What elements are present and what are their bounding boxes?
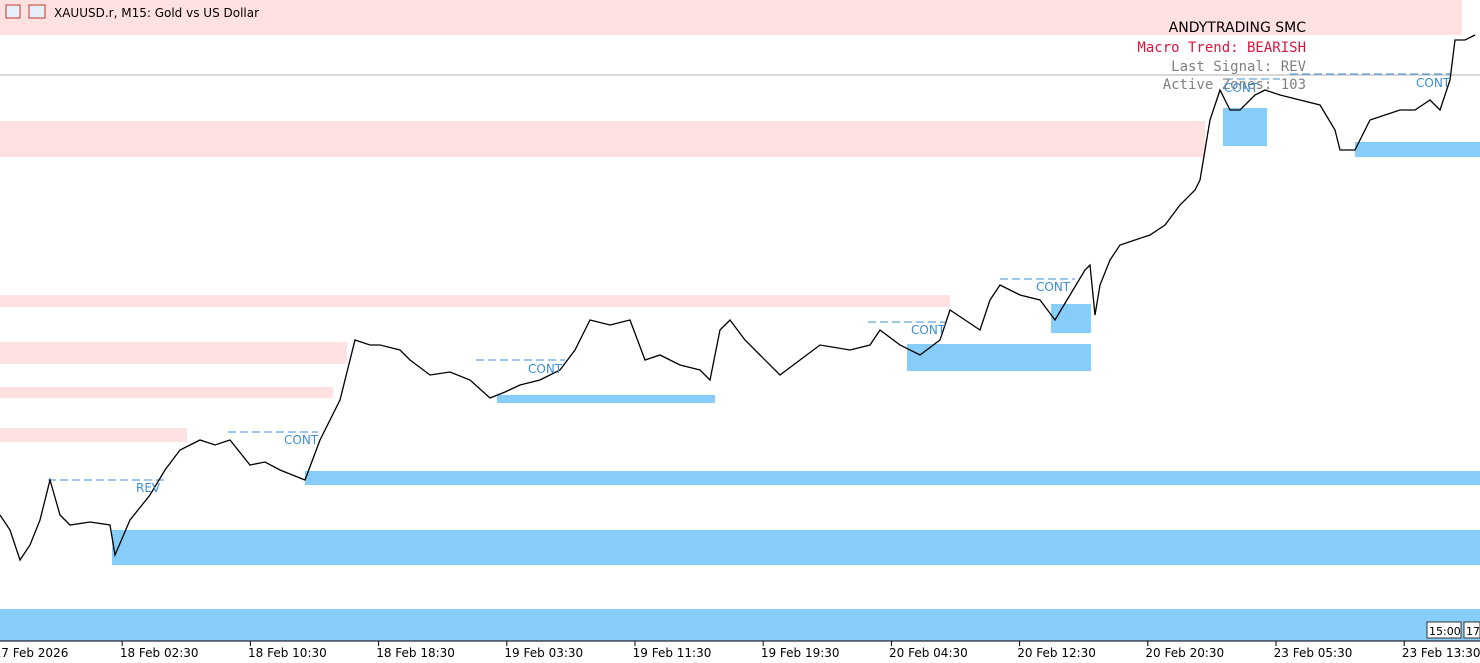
zone-label: CONT [1036, 280, 1071, 294]
corner-box [1426, 621, 1462, 639]
time-label: 20 Feb 20:30 [1145, 646, 1224, 660]
demand-zone [1355, 142, 1480, 157]
time-label: 19 Feb 19:30 [761, 646, 840, 660]
time-label: 19 Feb 03:30 [504, 646, 583, 660]
supply-zone [0, 0, 1462, 35]
demand-zone [1223, 108, 1267, 146]
demand-zone [0, 609, 1480, 641]
demand-zone [1051, 304, 1091, 333]
symbol-label: XAUUSD.r, M15: Gold vs US Dollar [54, 6, 259, 20]
supply-zone [0, 121, 1205, 157]
time-label: 18 Feb 02:30 [120, 646, 199, 660]
time-label: 23 Feb 13:30 [1402, 646, 1480, 660]
panel-title: ANDYTRADING SMC [1169, 20, 1307, 36]
zone-label: CONT [1416, 76, 1451, 90]
structure-lines [48, 73, 1450, 481]
price-path [0, 34, 1476, 562]
demand-zone [112, 530, 1480, 565]
zone-label: CONT [911, 323, 946, 337]
supply-zone [0, 428, 187, 442]
chart-icon[interactable] [28, 4, 46, 19]
zone-label: REV [136, 481, 161, 495]
time-label: 19 Feb 11:30 [633, 646, 712, 660]
supply-zone [0, 295, 950, 307]
macro-trend: Macro Trend: BEARISH [1137, 40, 1306, 56]
active-zones: Active Zones: 103 [1163, 77, 1306, 93]
time-label: 20 Feb 04:30 [889, 646, 968, 660]
time-label: 18 Feb 18:30 [376, 646, 455, 660]
time-label: 18 Feb 10:30 [248, 646, 327, 660]
time-label: 23 Feb 05:30 [1274, 646, 1353, 660]
zone-label: CONT [528, 362, 563, 376]
supply-zone [0, 387, 333, 398]
zone-label: CONT [1224, 81, 1259, 95]
menu-icon[interactable] [5, 4, 21, 19]
time-label: 20 Feb 12:30 [1017, 646, 1096, 660]
corner-label: 17 [1466, 625, 1480, 638]
corner-label: 15:00 [1429, 625, 1461, 638]
corner-box [1463, 621, 1480, 639]
time-axis: 17 Feb 2026 18 Feb 02:30 18 Feb 10:30 18 Fe… [0, 641, 1480, 660]
demand-zone [497, 395, 715, 403]
time-label: 17 Feb 2026 [0, 646, 68, 660]
demand-zone [305, 471, 1480, 485]
zone-label: CONT [284, 433, 319, 447]
last-signal: Last Signal: REV [1171, 59, 1306, 75]
supply-zone [0, 342, 347, 364]
demand-zone [907, 344, 1091, 371]
